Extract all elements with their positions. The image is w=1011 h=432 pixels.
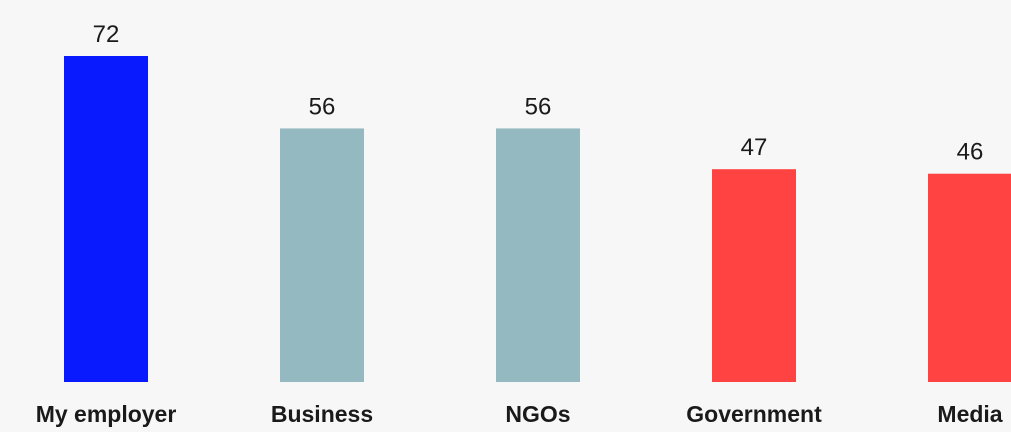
- bar-media: [928, 173, 1011, 382]
- value-label-business: 56: [309, 93, 336, 120]
- value-label-ngos: 56: [525, 93, 552, 120]
- bar-government: [712, 169, 796, 382]
- bar-ngos: [496, 128, 580, 382]
- bar-my-employer: [64, 56, 148, 382]
- value-label-my-employer: 72: [93, 21, 120, 48]
- category-label-media: Media: [937, 401, 1002, 427]
- category-label-my-employer: My employer: [36, 401, 177, 427]
- category-label-business: Business: [271, 401, 373, 427]
- category-labels-group: My employer Business NGOs Government Media: [36, 401, 1003, 427]
- category-label-ngos: NGOs: [505, 401, 570, 427]
- bars-group: [64, 56, 1011, 382]
- value-labels-group: 72 56 56 47 46: [93, 21, 984, 166]
- category-label-government: Government: [686, 401, 822, 427]
- bar-business: [280, 128, 364, 382]
- value-label-government: 47: [741, 134, 768, 161]
- value-label-media: 46: [957, 139, 984, 166]
